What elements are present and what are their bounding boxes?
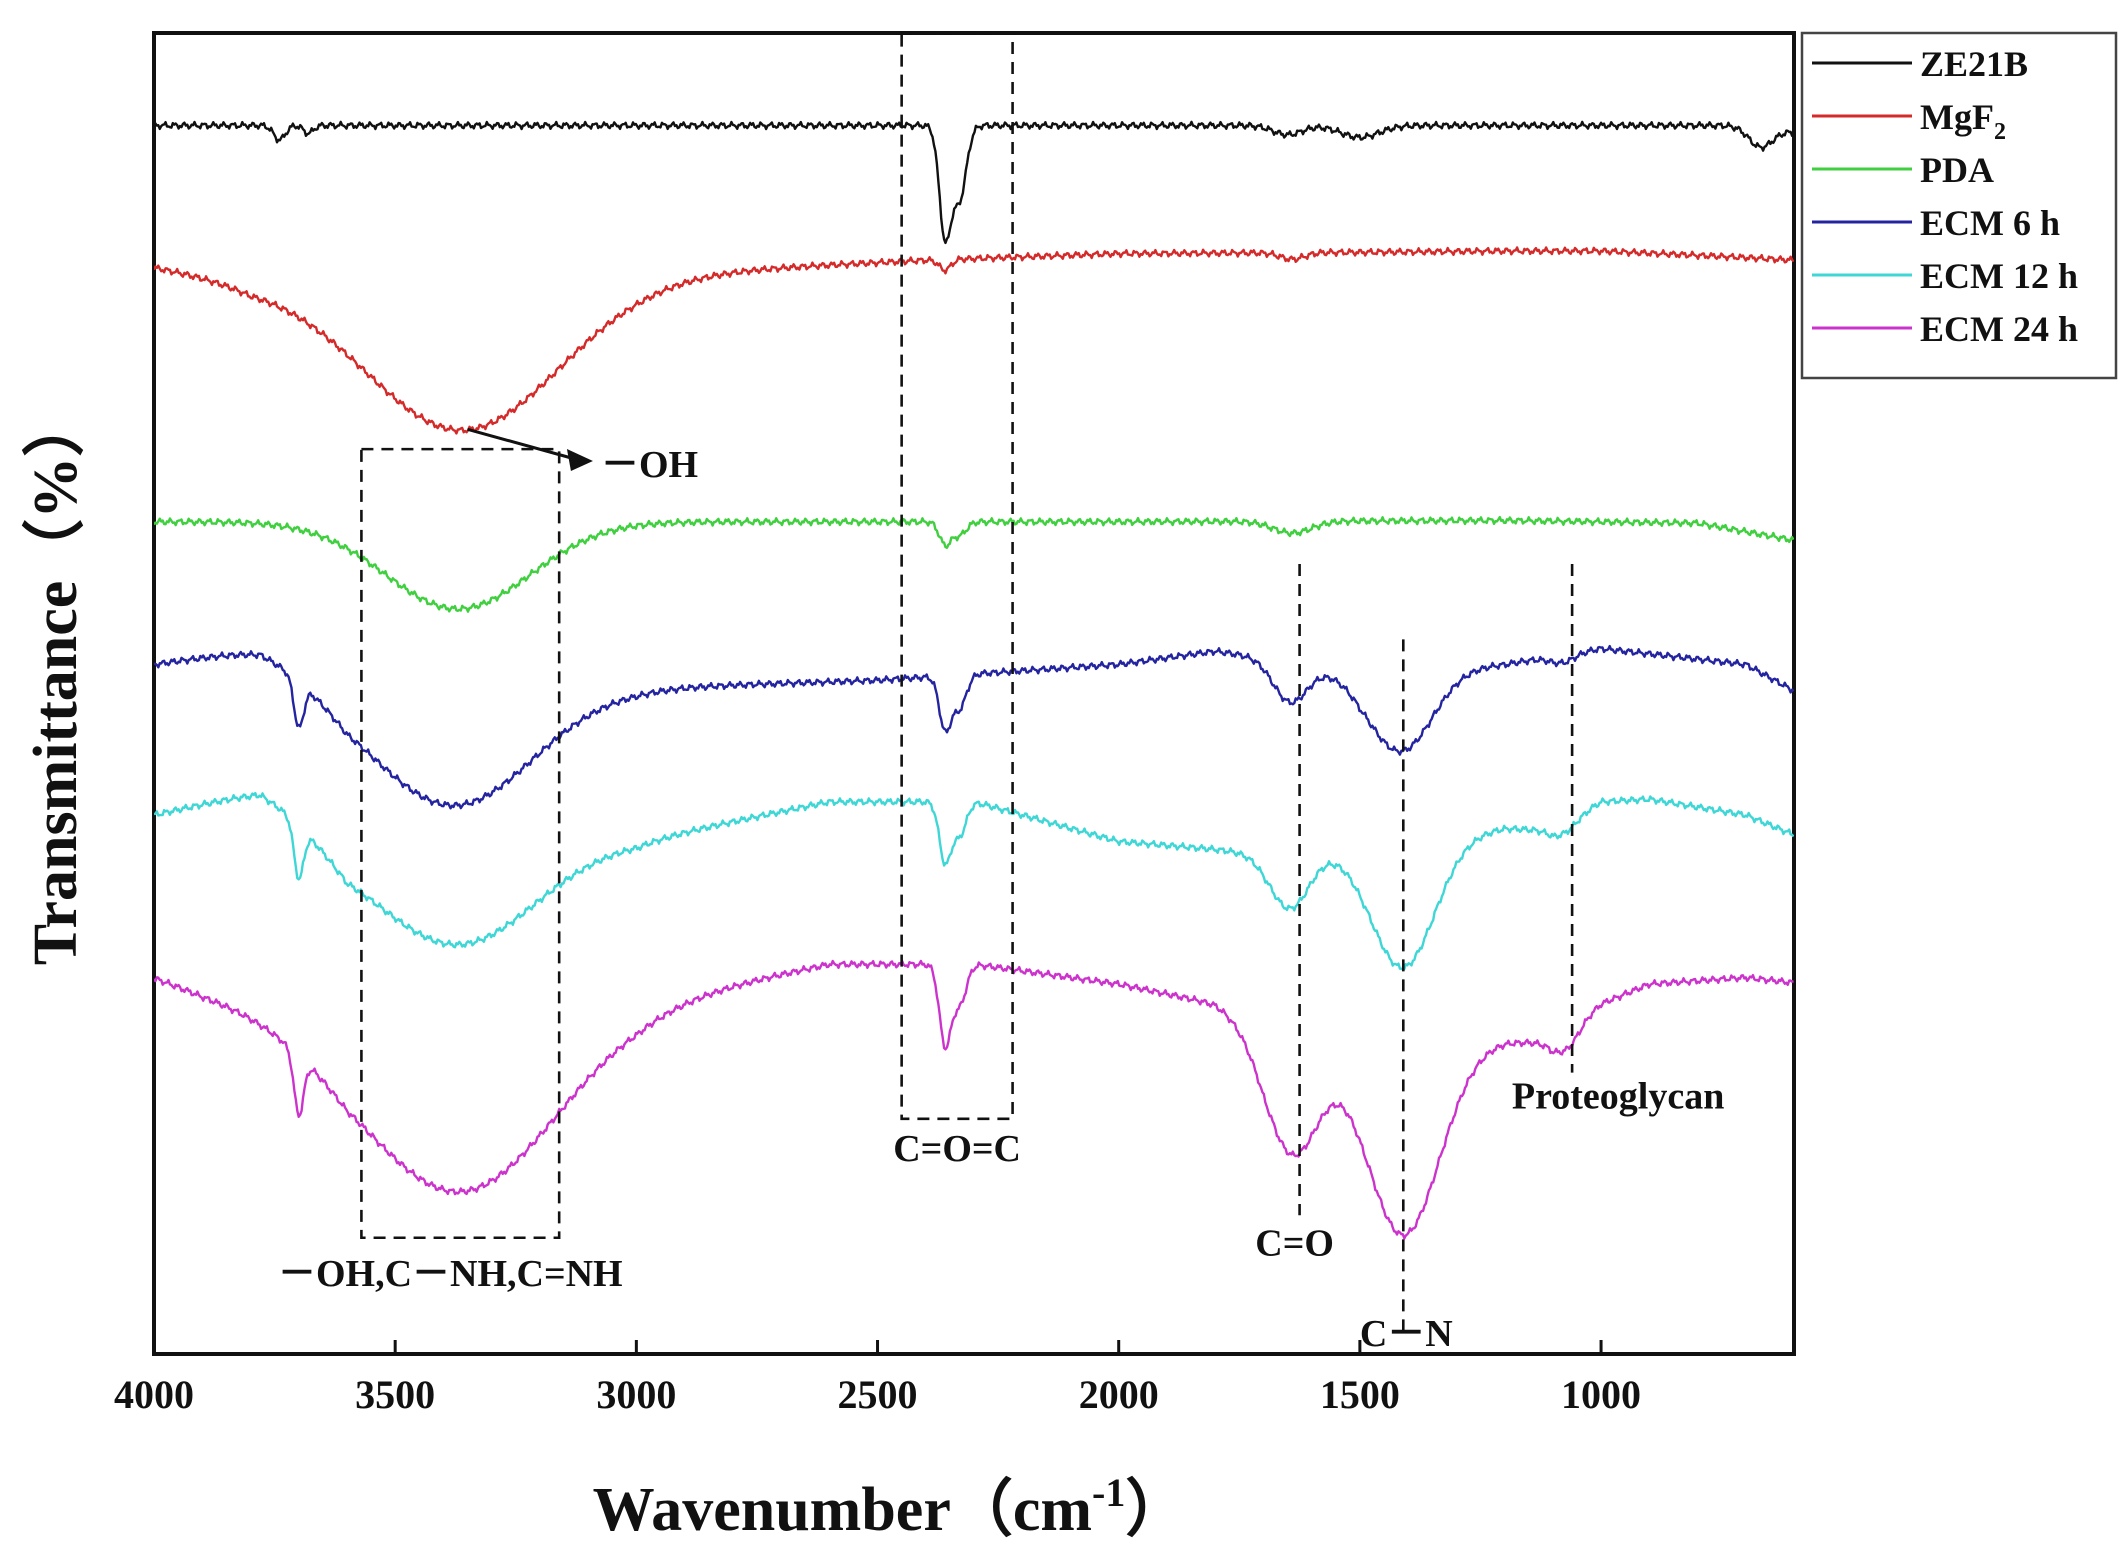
x-tick-label: 4000 (114, 1372, 194, 1417)
legend-label: ECM 12 h (1920, 256, 2078, 296)
x-tick-label: 3500 (355, 1372, 435, 1417)
x-tick-label: 2500 (838, 1372, 918, 1417)
series-line-ecm-12-h (154, 791, 1794, 971)
annotation-label-proteo-line: Proteoglycan (1512, 1076, 1724, 1118)
legend-label: ECM 6 h (1920, 203, 2060, 243)
x-tick-label: 3000 (596, 1372, 676, 1417)
annotation-label-co2-box: C=O=C (893, 1128, 1021, 1170)
x-tick-label: 2000 (1079, 1372, 1159, 1417)
series-line-ecm-6-h (154, 644, 1794, 810)
x-axis-title: Wavenumber（cm-1） (593, 1470, 1188, 1544)
series-line-mgf2 (154, 246, 1794, 435)
legend: ZE21B MgF2 PDA ECM 6 h ECM 12 h ECM 24 h (1800, 31, 2118, 380)
annotation-oh-nh-box (360, 447, 561, 1240)
annotation-label-oh: －OH (601, 444, 698, 486)
annotation-label-c-o-line: C=O (1255, 1222, 1334, 1264)
x-tick-label: 1000 (1561, 1372, 1641, 1417)
series-line-pda (154, 515, 1794, 613)
series-line-ze21b (154, 120, 1794, 245)
y-axis-title: Transmittance（%） (20, 395, 90, 966)
legend-label: ZE21B (1920, 44, 2028, 84)
arrow-head-icon (566, 449, 593, 472)
legend-label: ECM 24 h (1920, 309, 2078, 349)
series-line-ecm-24-h (154, 959, 1794, 1240)
x-tick-label: 1500 (1320, 1372, 1400, 1417)
annotation-label-c-n-line: C－N (1360, 1313, 1453, 1355)
legend-box (1800, 31, 2118, 380)
annotation-co2-box (900, 31, 1014, 1121)
legend-label: PDA (1920, 150, 1994, 190)
legend-label: MgF2 (1920, 97, 2006, 145)
annotation-label-oh-nh-box: －OH,C－NH,C=NH (278, 1253, 623, 1295)
annotation-arrow-oh (467, 427, 576, 461)
